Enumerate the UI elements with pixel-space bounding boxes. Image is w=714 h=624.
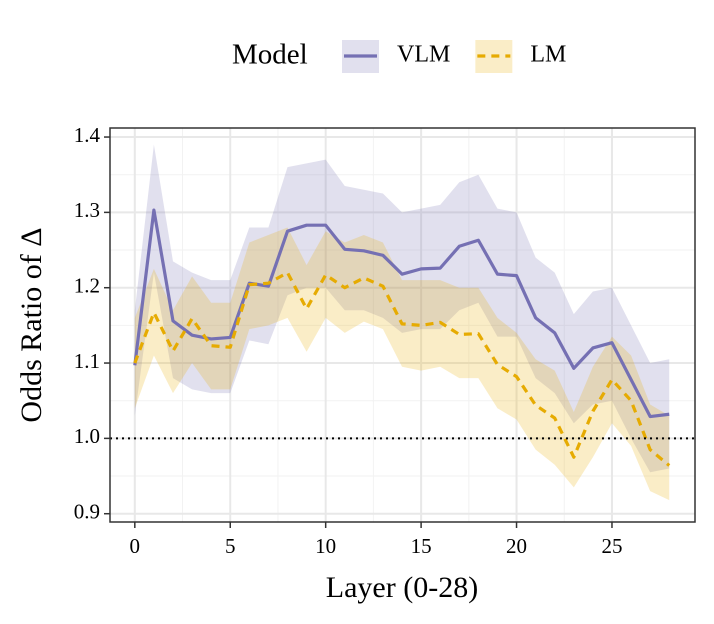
x-tick-label: 20 [506,534,527,558]
confidence-band [134,227,670,501]
x-tick-label: 25 [601,534,622,558]
x-tick-label: 15 [411,534,432,558]
series-line [133,208,670,419]
y-tick-label: 1.4 [74,123,101,147]
confidence-band [134,144,670,473]
y-tick-label: 1.2 [74,274,100,298]
y-tick-label: 1.1 [74,349,100,373]
legend-title: Model [232,39,308,71]
y-tick-label: 1.0 [74,424,100,448]
x-tick-label: 0 [130,534,141,558]
x-tick-label: 10 [315,534,336,558]
series-line [133,271,671,467]
x-tick-label: 5 [225,534,236,558]
legend-label: LM [530,42,566,68]
y-axis-label: Odds Ratio of Δ [15,227,48,422]
x-axis-label: Layer (0-28) [326,571,478,604]
plot-border [109,127,696,523]
y-tick-label: 1.3 [74,198,100,222]
y-tick-label: 0.9 [74,500,100,524]
legend-label: VLM [397,42,450,68]
